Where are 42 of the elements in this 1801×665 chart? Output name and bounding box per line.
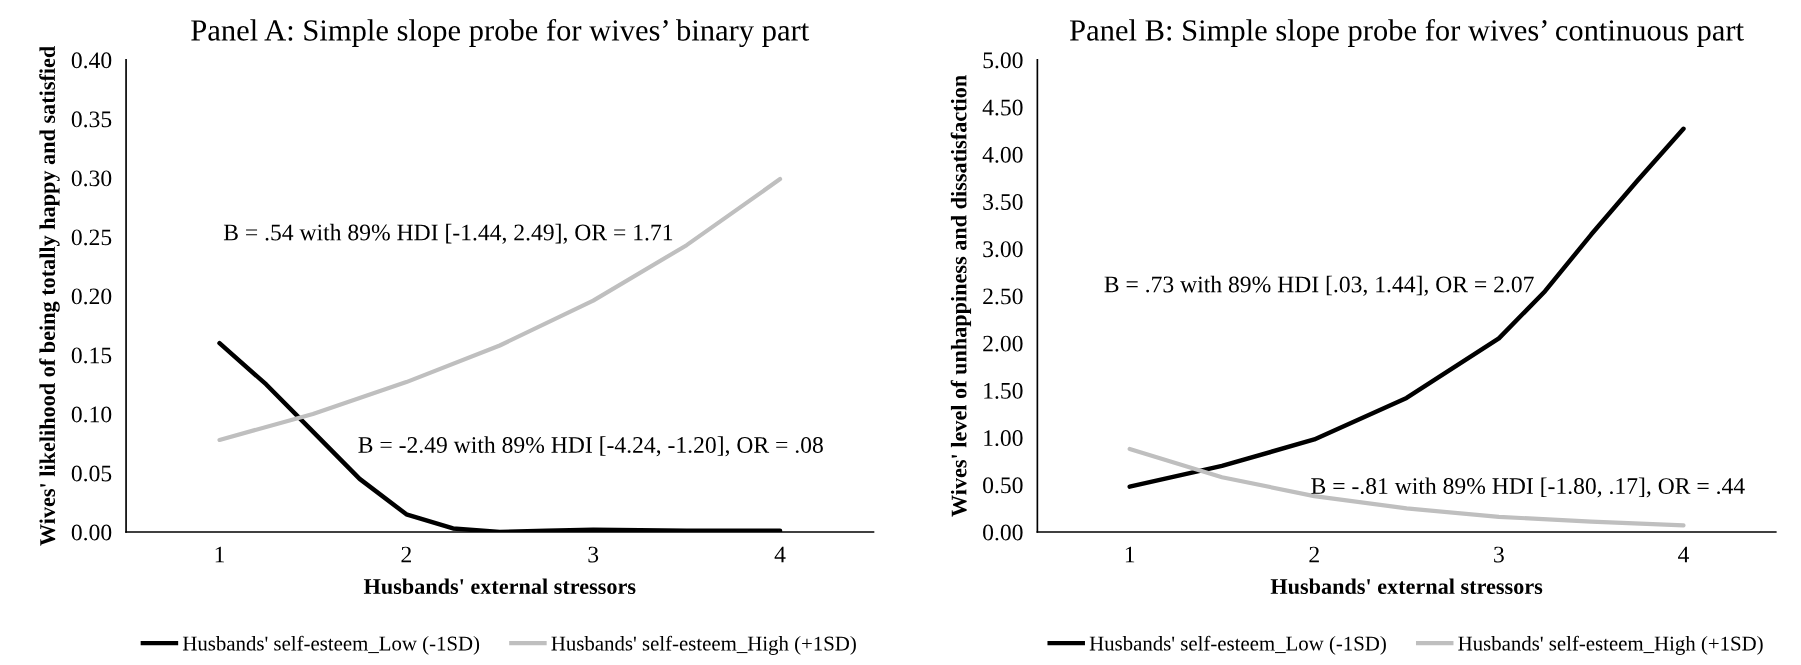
x-axis-title: Husbands' external stressors [363,578,636,595]
y-tick-label: 0.00 [71,524,112,541]
y-tick-label: 0.50 [983,477,1023,494]
y-tick-label: 0.30 [71,170,112,187]
y-tick-label: 0.15 [71,347,112,364]
y-tick-label: 0.40 [71,52,112,69]
legend-label: Husbands' self-esteem_High (+1SD) [1458,635,1763,655]
y-tick-label: 5.00 [983,52,1023,69]
y-tick-label: 3.50 [983,193,1023,211]
y-axis-title: Wives' level of unhappiness and dissatisfaction [950,75,972,517]
annotation: B = -2.49 with 89% HDI [-4.24, -1.20], OR = .08 [358,436,823,457]
annotation: B = .73 with 89% HDI [.03, 1.44], OR = 2.07 [1104,275,1534,296]
y-tick-label: 0.05 [71,465,112,482]
x-axis-title: Husbands' external stressors [1270,578,1543,595]
chart-title: Panel A: Simple slope probe for wives’ binary part [191,18,810,47]
x-tick-label: 2 [401,546,411,563]
y-tick-label: 0.10 [71,406,112,423]
y-tick-label: 1.50 [984,382,1023,399]
legend-label: Husbands' self-esteem_Low (-1SD) [182,635,480,655]
y-tick-label: 0.35 [71,111,112,128]
y-tick-label: 2.00 [983,335,1023,352]
x-tick-label: 3 [588,546,599,563]
x-tick-label: 2 [1309,546,1319,563]
chart-title: Panel B: Simple slope probe for wives’ continuous part [1069,18,1744,47]
y-tick-label: 3.00 [983,241,1023,258]
y-tick-label: 1.00 [984,430,1023,447]
y-tick-label: 4.00 [982,146,1023,163]
y-tick-label: 2.50 [983,288,1023,305]
legend-label: Husbands' self-esteem_Low (-1SD) [1089,635,1386,655]
y-tick-label: 4.50 [982,99,1023,116]
annotation: B = .54 with 89% HDI [-1.44, 2.49], OR = 1.71 [223,223,673,244]
y-tick-label: 0.00 [983,524,1023,541]
x-tick-label: 1 [215,546,224,563]
legend-label: Husbands' self-esteem_High (+1SD) [551,635,856,655]
x-tick-label: 3 [1494,546,1504,563]
x-tick-label: 4 [1678,546,1690,563]
x-tick-label: 1 [1125,546,1135,563]
x-tick-label: 4 [774,546,786,563]
y-tick-label: 0.25 [71,229,112,246]
annotation: B = -.81 with 89% HDI [-1.80, .17], OR = .44 [1311,477,1745,498]
y-tick-label: 0.20 [71,288,112,305]
y-axis-title: Wives' likelihood of being totally happy and satisfied [39,46,60,546]
